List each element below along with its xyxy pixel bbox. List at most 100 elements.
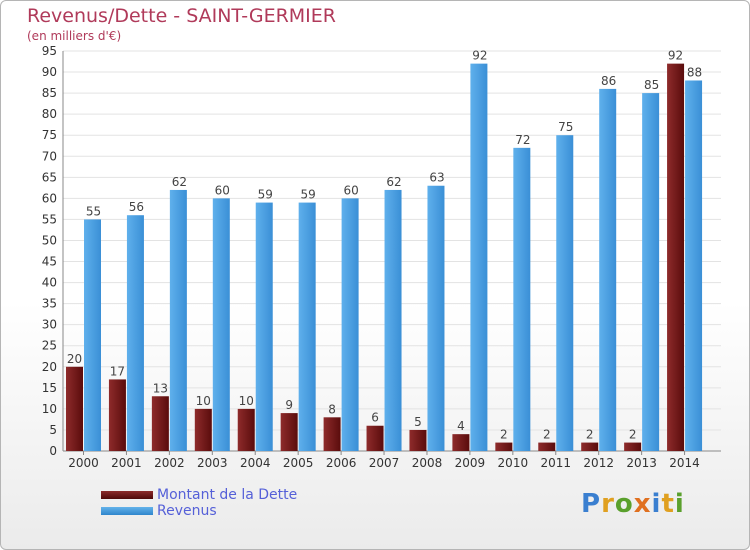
bar-debt [66, 366, 83, 451]
data-label-revenue: 72 [515, 133, 530, 147]
bar-revenue [341, 198, 359, 451]
bar-debt [667, 63, 685, 451]
data-label-debt: 2 [543, 428, 551, 442]
y-tick-label: 25 [42, 339, 57, 353]
bar-debt [409, 429, 427, 451]
bar-revenue [255, 202, 273, 451]
x-tick-label: 2003 [197, 456, 228, 470]
bar-revenue [642, 93, 660, 452]
data-label-debt: 2 [586, 428, 594, 442]
bar-revenue [169, 189, 187, 451]
bar-revenue [298, 202, 316, 451]
x-tick-label: 2001 [111, 456, 142, 470]
bar-debt [452, 434, 470, 451]
bar-revenue [84, 219, 101, 451]
y-tick-label: 60 [42, 191, 57, 205]
bar-debt [280, 413, 298, 451]
data-label-debt: 6 [371, 411, 379, 425]
data-label-debt: 2 [500, 428, 508, 442]
y-tick-label: 35 [42, 297, 57, 311]
data-label-revenue: 59 [301, 188, 316, 202]
y-tick-label: 70 [42, 149, 57, 163]
data-label-debt: 13 [153, 381, 168, 395]
data-label-debt: 2 [629, 428, 637, 442]
y-tick-label: 5 [49, 423, 57, 437]
x-tick-label: 2013 [626, 456, 657, 470]
legend-label-debt: Montant de la Dette [157, 487, 298, 503]
y-tick-label: 80 [42, 107, 57, 121]
data-label-debt: 17 [110, 364, 125, 378]
data-label-debt: 10 [239, 394, 254, 408]
y-tick-label: 65 [42, 170, 57, 184]
bar-debt [366, 425, 384, 451]
data-label-debt: 10 [196, 394, 211, 408]
data-label-debt: 4 [457, 419, 465, 433]
data-label-revenue: 59 [258, 188, 273, 202]
data-label-revenue: 56 [129, 200, 144, 214]
data-label-debt: 9 [285, 398, 293, 412]
legend-swatch-revenue [101, 507, 153, 515]
proxiti-logo: Proxiti [581, 489, 685, 519]
bar-debt [237, 408, 255, 451]
x-tick-label: 2007 [369, 456, 400, 470]
data-label-revenue: 92 [472, 49, 487, 63]
logo-letter: x [633, 489, 652, 519]
data-label-debt: 92 [668, 49, 683, 63]
bar-revenue [126, 215, 144, 451]
chart-title: Revenus/Dette - SAINT-GERMIER [27, 5, 336, 27]
bar-debt [151, 396, 169, 451]
bar-revenue [212, 198, 230, 451]
data-label-revenue: 60 [215, 183, 230, 197]
legend-label-revenue: Revenus [157, 503, 217, 519]
data-label-revenue: 62 [172, 175, 187, 189]
y-tick-label: 45 [42, 255, 57, 269]
data-label-revenue: 55 [86, 204, 101, 218]
bar-debt [323, 417, 341, 451]
y-tick-label: 55 [42, 212, 57, 226]
x-tick-label: 2002 [154, 456, 185, 470]
y-tick-label: 30 [42, 318, 57, 332]
data-label-debt: 5 [414, 415, 422, 429]
y-tick-label: 40 [42, 276, 57, 290]
bar-revenue [470, 63, 488, 451]
data-label-revenue: 62 [386, 175, 401, 189]
data-label-debt: 8 [328, 402, 336, 416]
y-tick-label: 75 [42, 128, 57, 142]
y-tick-label: 85 [42, 86, 57, 100]
legend-swatch-debt [101, 491, 153, 499]
bar-revenue [556, 135, 574, 452]
bar-debt [624, 442, 642, 451]
x-tick-label: 2008 [412, 456, 443, 470]
y-tick-label: 95 [42, 44, 57, 58]
y-tick-label: 10 [42, 402, 57, 416]
bar-revenue [513, 147, 531, 451]
logo-letter: t [661, 489, 675, 519]
logo-letter: i [674, 489, 685, 519]
chart-subtitle: (en milliers d'€) [27, 29, 122, 43]
data-label-revenue: 60 [343, 183, 358, 197]
logo-letter: r [601, 489, 615, 519]
x-tick-label: 2006 [326, 456, 357, 470]
data-label-revenue: 86 [601, 74, 616, 88]
bar-revenue [384, 189, 402, 451]
logo-letter: o [614, 489, 634, 519]
bar-debt [108, 379, 126, 451]
bar-debt [538, 442, 556, 451]
x-tick-label: 2000 [68, 456, 99, 470]
bar-debt [495, 442, 513, 451]
bar-revenue [685, 80, 703, 451]
bar-revenue [427, 185, 445, 451]
bar-debt [581, 442, 599, 451]
x-tick-label: 2005 [283, 456, 314, 470]
x-tick-label: 2011 [540, 456, 571, 470]
logo-letter: P [581, 489, 602, 519]
data-label-revenue: 75 [558, 120, 573, 134]
y-tick-label: 15 [42, 381, 57, 395]
x-tick-label: 2014 [669, 456, 700, 470]
data-label-revenue: 88 [687, 65, 702, 79]
y-tick-label: 20 [42, 360, 57, 374]
logo-letter: i [651, 489, 662, 519]
data-label-revenue: 85 [644, 78, 659, 92]
